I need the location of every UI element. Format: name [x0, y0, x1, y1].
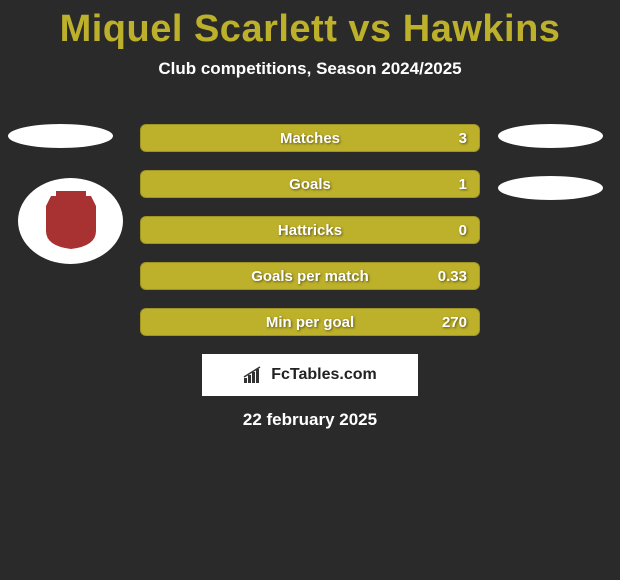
- stat-value: 270: [442, 314, 467, 331]
- stat-label: Hattricks: [278, 222, 342, 239]
- stat-row-goals: Goals 1: [140, 170, 480, 198]
- player-right-ellipse-2: [498, 176, 603, 200]
- page-title: Miquel Scarlett vs Hawkins: [0, 0, 620, 51]
- stats-panel: Matches 3 Goals 1 Hattricks 0 Goals per …: [140, 124, 480, 354]
- player-left-ellipse-1: [8, 124, 113, 148]
- stat-row-goals-per-match: Goals per match 0.33: [140, 262, 480, 290]
- stat-value: 0: [459, 222, 467, 239]
- stat-value: 3: [459, 130, 467, 147]
- stat-value: 1: [459, 176, 467, 193]
- stat-value: 0.33: [438, 268, 467, 285]
- player-right-ellipse-1: [498, 124, 603, 148]
- bar-chart-icon: [243, 366, 265, 384]
- player-avatar: [18, 178, 123, 264]
- subtitle: Club competitions, Season 2024/2025: [0, 59, 620, 79]
- stat-label: Goals: [289, 176, 331, 193]
- stat-row-min-per-goal: Min per goal 270: [140, 308, 480, 336]
- stat-row-matches: Matches 3: [140, 124, 480, 152]
- stat-label: Matches: [280, 130, 340, 147]
- club-crest-icon: [36, 191, 106, 251]
- stat-label: Min per goal: [266, 314, 354, 331]
- date-text: 22 february 2025: [0, 410, 620, 430]
- stat-label: Goals per match: [251, 268, 369, 285]
- brand-text: FcTables.com: [271, 366, 377, 384]
- brand-attribution: FcTables.com: [202, 354, 418, 396]
- stat-row-hattricks: Hattricks 0: [140, 216, 480, 244]
